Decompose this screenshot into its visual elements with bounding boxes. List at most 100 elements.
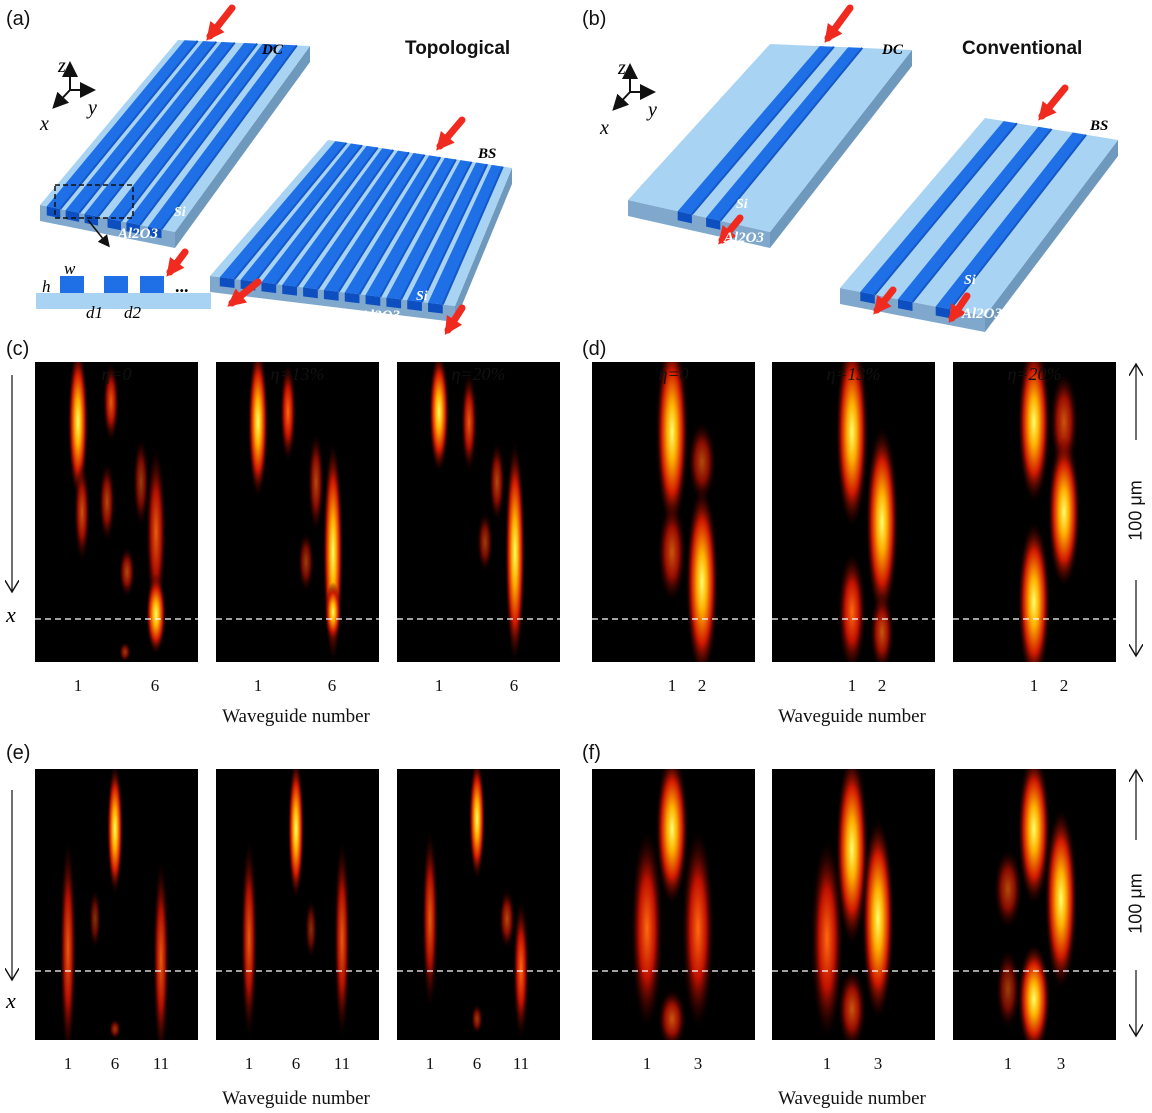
axis-z-label: z [57, 55, 66, 77]
light-arrow-icon [227, 278, 262, 307]
waveguide-tick-label: 6 [110, 1054, 120, 1073]
waveguide-tick-label: 2 [1059, 676, 1069, 695]
axes-icon-b: z y x [599, 57, 657, 139]
axis-y-label: y [646, 99, 657, 121]
light-beam [1018, 362, 1050, 502]
light-beam [477, 512, 493, 572]
eta-label: η=13% [270, 364, 325, 384]
light-beam [461, 372, 477, 472]
light-arrow-icon [824, 4, 854, 43]
waveguide [860, 121, 1017, 295]
light-beam [308, 432, 324, 532]
light-beam [107, 769, 123, 894]
waveguide [935, 132, 1087, 310]
waveguide-tick-label: 6 [291, 1054, 301, 1073]
waveguide-end [677, 211, 692, 224]
bs-label-a: BS [477, 146, 496, 162]
light-beam [89, 889, 101, 949]
intensity-map-d [592, 362, 755, 662]
light-beam [248, 362, 268, 497]
waveguide [107, 43, 258, 222]
waveguide-tick-label: 1 [63, 1054, 73, 1073]
waveguide [46, 40, 198, 210]
axis-x-label: x [599, 117, 609, 139]
waveguide-tick-label: 6 [509, 676, 519, 695]
light-beam [469, 769, 485, 879]
panel-label-c: (c) [6, 338, 30, 360]
light-beam [119, 642, 131, 662]
scale-bar-label: 100 μm [1125, 480, 1146, 541]
light-beam [1018, 769, 1050, 904]
waveguide-tick-label: 3 [873, 1054, 883, 1073]
light-beam [836, 769, 868, 944]
waveguide [126, 43, 276, 225]
waveguide-tick-label: 1 [1029, 676, 1039, 695]
waveguide-end [935, 306, 951, 319]
panel-label-d: (d) [582, 338, 607, 360]
light-arrow-icon [206, 4, 236, 41]
light-beam [280, 362, 296, 462]
light-beam [298, 532, 314, 592]
waveguide-end [344, 292, 360, 304]
dc-label-b: DC [881, 42, 904, 58]
title-topological: Topological [405, 38, 511, 59]
intensity-map-d [953, 362, 1116, 662]
map-background [397, 362, 560, 662]
axis-x-label: x [39, 113, 49, 135]
light-beam [631, 829, 663, 1029]
waveguide [428, 164, 503, 305]
light-beam [334, 839, 350, 1039]
light-beam [994, 849, 1022, 929]
waveguide-end [107, 218, 121, 231]
waveguide-tick-label: 6 [327, 676, 337, 695]
intensity-map-e [397, 769, 560, 1040]
waveguide [677, 46, 834, 215]
title-conventional: Conventional [962, 38, 1083, 59]
light-arrow-icon [444, 304, 466, 336]
light-beam [866, 427, 898, 617]
light-beam [99, 462, 115, 542]
intensity-map-d [772, 362, 935, 662]
si-label: Si [736, 197, 748, 212]
light-arrow-icon [718, 214, 744, 245]
waveguide-end [365, 295, 381, 306]
si-label: Si [174, 205, 186, 220]
waveguide [65, 41, 217, 213]
waveguide [240, 143, 363, 282]
waveguide [386, 160, 472, 300]
waveguide-end [428, 302, 443, 314]
light-beam [836, 362, 868, 527]
light-beam [686, 487, 718, 662]
light-beam [811, 839, 843, 1039]
waveguide [84, 41, 235, 217]
waveguide-tick-label: 6 [472, 1054, 482, 1073]
waveguide [219, 141, 347, 279]
waveguide-tick-label: 1 [425, 1054, 435, 1073]
slab-conventional-dc [628, 44, 912, 248]
intensity-map-e [35, 769, 198, 1040]
intensity-map-e [216, 769, 379, 1040]
light-beam [429, 362, 449, 472]
light-arrow-icon [166, 248, 189, 277]
waveguide-end [898, 299, 913, 311]
intensity-map-f [772, 769, 935, 1040]
waveguide [261, 145, 378, 285]
waveguide-tick-label: 3 [693, 1054, 703, 1073]
waveguide [706, 47, 863, 221]
scale-bar-label: 100 μm [1125, 873, 1146, 934]
waveguide-end [84, 213, 99, 226]
light-beam [505, 442, 525, 662]
slab-topological-dc [40, 40, 310, 248]
light-arrow-icon [873, 286, 897, 315]
waveguide-tick-label: 11 [512, 1054, 530, 1073]
intensity-map-f [953, 769, 1116, 1040]
light-beam [1018, 522, 1050, 662]
waveguide-end [261, 282, 277, 294]
eta-label: η=20% [451, 364, 506, 384]
light-beam [153, 859, 169, 1040]
light-beam [422, 829, 438, 1009]
waveguide-tick-label: 3 [1056, 1054, 1066, 1073]
eta-label: η=0 [101, 364, 132, 384]
slab-topological-bs [210, 140, 512, 322]
